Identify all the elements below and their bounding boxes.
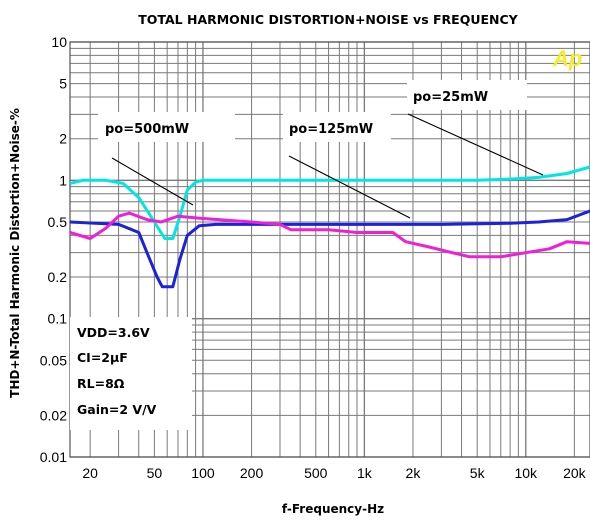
x-tick-label: 100	[191, 465, 215, 481]
y-tick-label: 1	[59, 172, 67, 188]
annotation-pointer	[111, 157, 194, 206]
y-tick-label: 5	[59, 76, 67, 92]
x-tick-label: 200	[240, 465, 264, 481]
y-tick-label: 2	[59, 131, 67, 147]
y-tick-label: 0.01	[40, 449, 67, 465]
label-box	[407, 80, 527, 110]
y-tick-label: 0.2	[48, 269, 68, 285]
x-tick-label: 2k	[406, 465, 422, 481]
x-tick-label: 5k	[470, 465, 486, 481]
label-box	[283, 112, 391, 142]
series-lines	[69, 165, 590, 289]
power-annotation: po=25mW	[413, 90, 488, 105]
conditions-box	[70, 317, 192, 430]
y-tick-label: 0.1	[48, 311, 68, 327]
condition-label: Gain=2 V/V	[77, 402, 157, 417]
condition-label: VDD=3.6V	[77, 325, 150, 340]
y-tick-label: 10	[51, 34, 67, 50]
annotation-pointer	[407, 113, 544, 176]
y-tick-label: 0.5	[48, 214, 68, 230]
x-axis-label: f-Frequency-Hz	[282, 502, 384, 516]
y-tick-label: 0.02	[40, 407, 67, 423]
tick-labels: 10 5 2 1 0.5 0.2 0.1 0.05 0.02 0.01 20 50 100 200 500 1…	[40, 34, 587, 481]
x-tick-label: 20k	[563, 465, 587, 481]
y-axis-label: THD+N-Total Harmonic Distortion+Noise-%	[8, 108, 22, 398]
series-line-2	[69, 209, 590, 289]
plot-frame	[69, 41, 590, 458]
x-tick-label: 20	[82, 465, 98, 481]
x-tick-label: 50	[147, 465, 163, 481]
power-annotation: po=125mW	[289, 122, 373, 137]
x-tick-label: 10k	[514, 465, 538, 481]
condition-label: RL=8Ω	[77, 376, 125, 391]
condition-label: CI=2μF	[77, 350, 128, 365]
chart-title: TOTAL HARMONIC DISTORTION+NOISE vs FREQU…	[138, 12, 518, 27]
ap-logo: Ap	[552, 46, 582, 71]
x-tick-label: 500	[304, 465, 328, 481]
series-line-1	[69, 165, 590, 240]
series-line-3	[69, 211, 590, 259]
y-tick-label: 0.05	[40, 352, 67, 368]
x-tick-label: 1k	[357, 465, 373, 481]
power-annotation: po=500mW	[105, 122, 189, 137]
annotations: po=500mW po=125mW po=25mW VDD=3.6V CI=2μF RL=…	[70, 46, 582, 430]
label-box	[98, 112, 235, 142]
annotation-pointer	[288, 155, 411, 219]
